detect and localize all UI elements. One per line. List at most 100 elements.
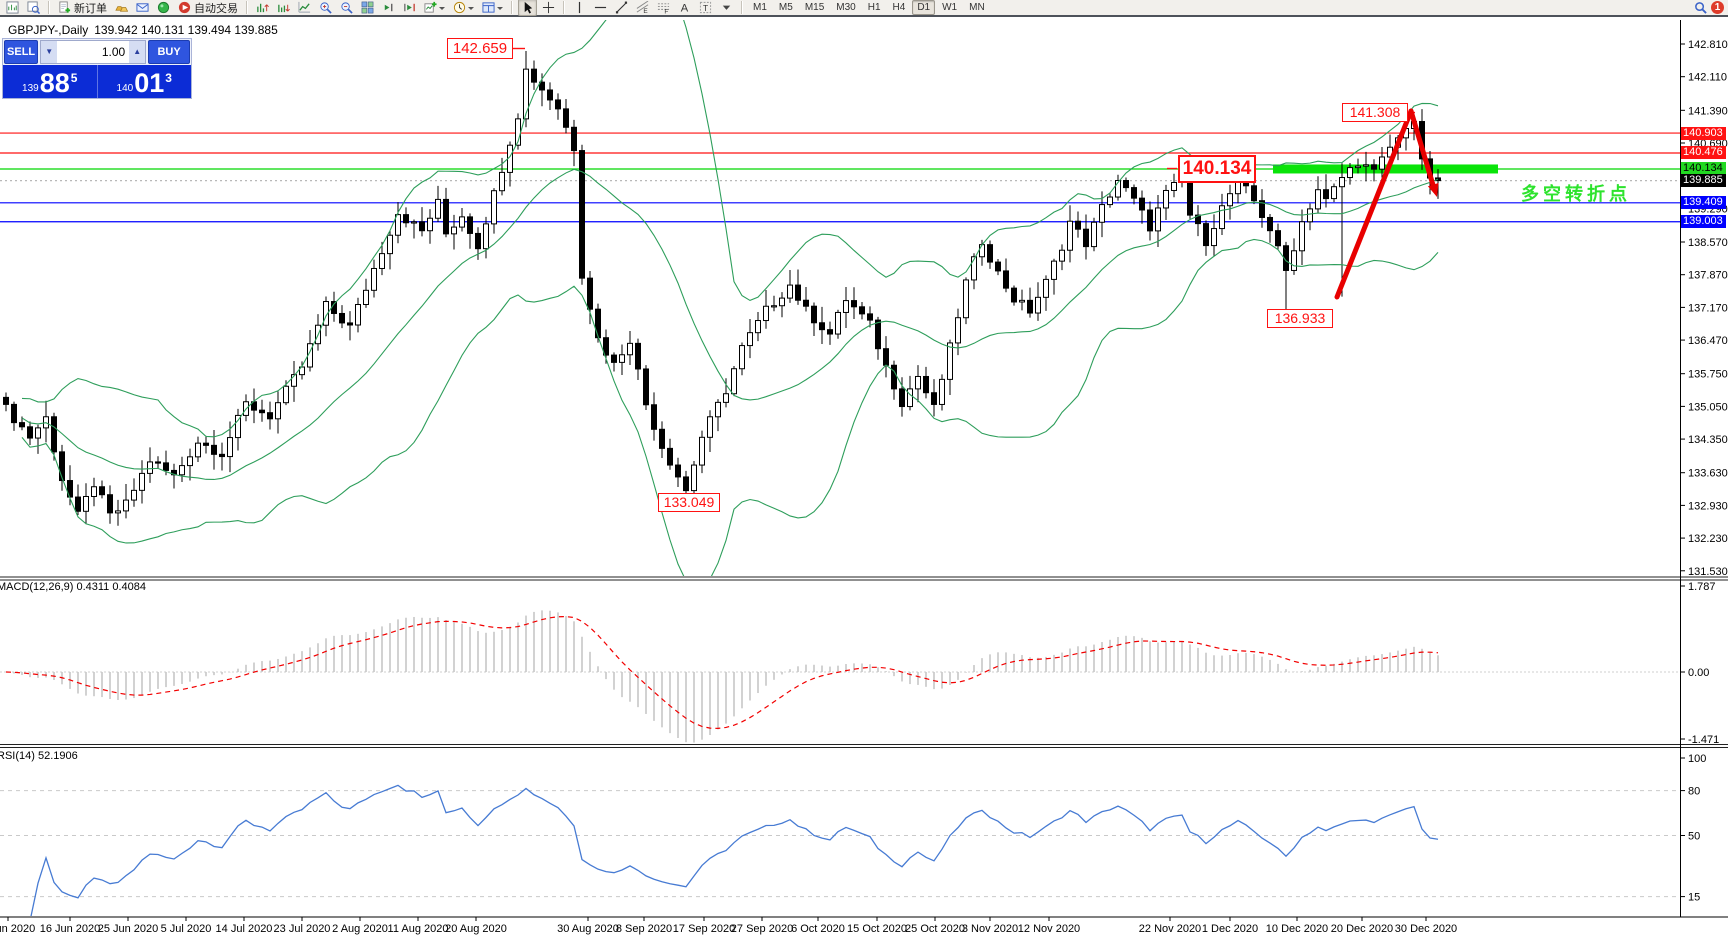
- time-axis-label: 22 Nov 2020: [1139, 923, 1201, 935]
- price-axis-label: 135.750: [1688, 369, 1728, 381]
- cursor-icon: [521, 1, 534, 14]
- price-annotation-140134[interactable]: 140.134: [1178, 155, 1256, 183]
- timeframe-m5[interactable]: M5: [778, 2, 793, 13]
- buy-price-pips: 01: [134, 68, 165, 98]
- zoom-out-button[interactable]: [337, 0, 356, 16]
- timeframe-m30[interactable]: M30: [836, 2, 856, 13]
- cursor-button[interactable]: [518, 0, 537, 16]
- gold-icon: [115, 1, 128, 14]
- chart-shift-button[interactable]: [400, 0, 419, 16]
- search-icon[interactable]: [1694, 1, 1707, 14]
- auto-scroll-button[interactable]: [379, 0, 398, 16]
- trendline-button[interactable]: [612, 0, 631, 16]
- volume-decrease-button[interactable]: ▼: [41, 41, 58, 63]
- text-t-icon: [699, 1, 712, 14]
- sell-button[interactable]: SELL: [4, 40, 39, 64]
- bar-chart-button[interactable]: [253, 0, 272, 16]
- text-button[interactable]: [675, 0, 694, 16]
- timeframe-h1[interactable]: H1: [867, 2, 881, 13]
- price-axis-label: 142.810: [1688, 39, 1728, 51]
- price-annotation-133049[interactable]: 133.049: [658, 493, 720, 512]
- equidistant-channel-button[interactable]: [633, 0, 652, 16]
- sell-price-button[interactable]: 139 88 5: [3, 65, 98, 98]
- price-axis-label: 134.350: [1688, 434, 1728, 446]
- periods-button[interactable]: [450, 0, 477, 16]
- time-axis-label: 2 Aug 2020: [332, 923, 388, 935]
- plus-chart-icon: [424, 1, 437, 14]
- bars-down-icon: [277, 1, 290, 14]
- bollinger-band-line: [21, 238, 1439, 576]
- text-label-button[interactable]: [696, 0, 715, 16]
- price-annotation-141308[interactable]: 141.308: [1342, 103, 1408, 122]
- chevron-down-icon: [497, 7, 503, 13]
- turning-point-note[interactable]: 多空转折点: [1521, 184, 1631, 204]
- macd-signal-line: [5, 615, 1439, 729]
- line-chart-button[interactable]: [295, 0, 314, 16]
- navigator-button[interactable]: [154, 0, 173, 16]
- doc-plus-icon: [58, 1, 71, 14]
- timeframe-m1[interactable]: M1: [753, 2, 767, 13]
- rsi-axis-label: 15: [1688, 892, 1700, 904]
- toolbar-separator: [48, 1, 50, 14]
- arrows-button[interactable]: [717, 0, 736, 16]
- templates-button[interactable]: [479, 0, 506, 16]
- toolbar-separator: [741, 1, 743, 14]
- volume-increase-button[interactable]: ▲: [129, 41, 146, 63]
- time-axis-label: 10 Dec 2020: [1266, 923, 1328, 935]
- time-axis-label: 27 Sep 2020: [731, 923, 793, 935]
- price-annotation-136933[interactable]: 136.933: [1267, 309, 1333, 328]
- buy-button[interactable]: BUY: [148, 40, 190, 64]
- macd-indicator-label: MACD(12,26,9) 0.4311 0.4084: [0, 581, 146, 593]
- metaeditor-button[interactable]: [112, 0, 131, 16]
- zoom-in-icon: [319, 1, 332, 14]
- timeframe-m15[interactable]: M15: [804, 2, 825, 13]
- new-chart-button[interactable]: [3, 0, 22, 16]
- text-a-icon: [678, 1, 691, 14]
- notification-badge[interactable]: 1: [1711, 1, 1724, 14]
- price-axis-label: 136.470: [1688, 335, 1728, 347]
- toolbar-separator: [563, 1, 565, 14]
- autotrading-button[interactable]: 自动交易: [175, 0, 241, 16]
- buy-price-button[interactable]: 140 01 3: [98, 65, 192, 98]
- volume-input[interactable]: [57, 41, 130, 63]
- macd-axis-label: 1.787: [1688, 581, 1716, 593]
- sell-price-pips: 88: [39, 68, 70, 98]
- rsi-axis-label: 80: [1688, 786, 1700, 798]
- autoplay-icon: [178, 1, 191, 14]
- time-axis-label: 15 Oct 2020: [847, 923, 907, 935]
- mail-icon: [136, 1, 149, 14]
- zoom-in-button[interactable]: [316, 0, 335, 16]
- timeframe-h4[interactable]: H4: [892, 2, 906, 13]
- time-axis-label: 16 Jun 2020: [40, 923, 101, 935]
- candle-chart-button[interactable]: [274, 0, 293, 16]
- price-axis-label: 137.870: [1688, 270, 1728, 282]
- trendline-icon: [615, 1, 628, 14]
- price-annotation-142659[interactable]: 142.659: [447, 38, 513, 59]
- one-click-trading-panel: SELL ▼ ▲ BUY 139 88 5 140 01 3: [2, 38, 192, 99]
- trade-panel-controls: SELL ▼ ▲ BUY: [3, 39, 191, 65]
- timeframe-mn[interactable]: MN: [969, 2, 985, 13]
- horizontal-line-button[interactable]: [591, 0, 610, 16]
- chart-title: GBPJPY-,Daily 139.942 140.131 139.494 139…: [8, 23, 278, 37]
- vline-icon: [573, 1, 586, 14]
- new-order-button[interactable]: 新订单: [55, 0, 110, 16]
- profiles-button[interactable]: [24, 0, 43, 16]
- clock-icon: [453, 1, 466, 14]
- timeframe-w1[interactable]: W1: [942, 2, 958, 13]
- time-axis-label: 3 Nov 2020: [962, 923, 1018, 935]
- bollinger-band-line: [21, 20, 1439, 438]
- fibonacci-button[interactable]: [654, 0, 673, 16]
- terminal-button[interactable]: [133, 0, 152, 16]
- timeframe-d1[interactable]: D1: [912, 0, 936, 15]
- crosshair-button[interactable]: [539, 0, 558, 16]
- toolbar-right: 1: [1694, 1, 1726, 14]
- fibo-e-icon: [636, 1, 649, 14]
- rsi-indicator-label: RSI(14) 52.1906: [0, 750, 78, 762]
- indicators-button[interactable]: [421, 0, 448, 16]
- rsi-axis-label: 50: [1688, 831, 1700, 843]
- tile-windows-button[interactable]: [358, 0, 377, 16]
- vertical-line-button[interactable]: [570, 0, 589, 16]
